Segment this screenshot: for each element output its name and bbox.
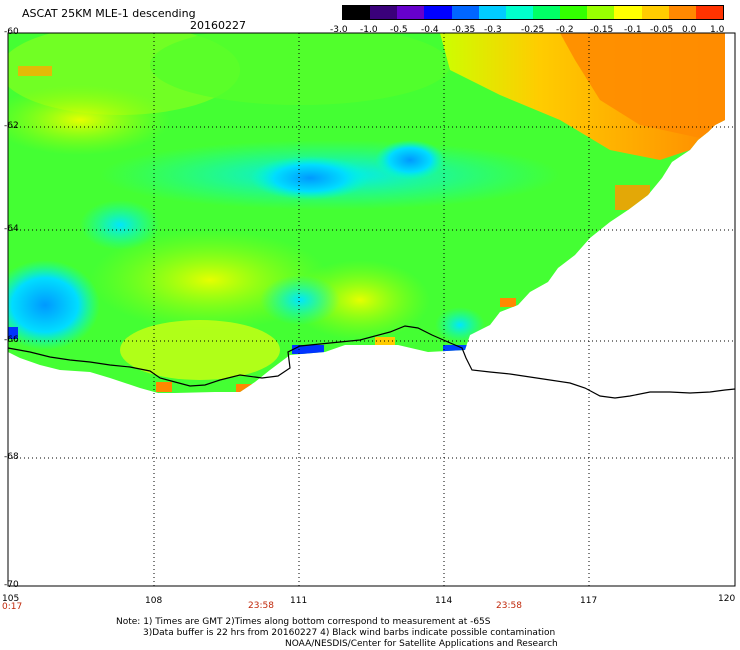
colorbar-label: -0.4 xyxy=(421,25,439,35)
lon-label: 114 xyxy=(435,596,453,606)
lon-label: 120 xyxy=(718,594,736,604)
colorbar-label: -0.15 xyxy=(590,25,614,35)
lon-label: 117 xyxy=(580,596,598,606)
wind-swath xyxy=(8,33,725,393)
time-label: 0:17 xyxy=(2,602,23,612)
colorbar-label: -0.5 xyxy=(390,25,408,35)
colorbar-label: -0.2 xyxy=(556,25,574,35)
colorbar-swatch xyxy=(614,6,642,19)
note-line-2: 3)Data buffer is 22 hrs from 20160227 4)… xyxy=(143,628,556,638)
coastline xyxy=(7,325,736,399)
colorbar-swatch xyxy=(532,6,561,19)
colorbar-swatch xyxy=(397,6,425,19)
colorbar-swatch xyxy=(370,6,398,19)
colorbar-swatch xyxy=(587,6,615,19)
colorbar-swatch xyxy=(343,6,371,19)
lat-label: -70 xyxy=(4,580,19,590)
colorbar-swatch xyxy=(478,6,506,19)
colorbar-label: 0.0 xyxy=(682,25,697,35)
colorbar-label: 1.0 xyxy=(710,25,725,35)
colorbar-swatch xyxy=(451,6,479,19)
product-date: 20160227 xyxy=(190,19,246,32)
colorbar-label: -0.05 xyxy=(650,25,674,35)
note-line-3: NOAA/NESDIS/Center for Satellite Applica… xyxy=(285,639,558,649)
graticule xyxy=(8,33,735,586)
colorbar xyxy=(342,5,724,20)
time-label: 23:58 xyxy=(248,601,274,611)
lat-label: -68 xyxy=(4,452,19,462)
colorbar-swatch xyxy=(505,6,533,19)
note-line-1: Note: 1) Times are GMT 2)Times along bot… xyxy=(116,617,491,627)
colorbar-swatch xyxy=(668,6,696,19)
colorbar-label: -0.25 xyxy=(521,25,545,35)
colorbar-swatch xyxy=(424,6,452,19)
product-title: ASCAT 25KM MLE-1 descending xyxy=(22,7,196,20)
lat-label: -62 xyxy=(4,121,19,131)
lat-label: -64 xyxy=(4,224,19,234)
colorbar-label: -1.0 xyxy=(360,25,378,35)
colorbar-swatch xyxy=(641,6,669,19)
colorbar-labels: -3.0 -1.0 -0.5 -0.4 -0.35 -0.3 -0.25 -0.… xyxy=(330,25,730,37)
colorbar-label: -3.0 xyxy=(330,25,348,35)
colorbar-label: -0.35 xyxy=(452,25,476,35)
lat-label: -60 xyxy=(4,27,19,37)
colorbar-label: -0.1 xyxy=(624,25,642,35)
lon-label: 108 xyxy=(145,596,163,606)
lat-label: -66 xyxy=(4,335,19,345)
time-label: 23:58 xyxy=(496,601,522,611)
colorbar-swatch xyxy=(560,6,588,19)
lon-label: 111 xyxy=(290,596,308,606)
colorbar-label: -0.3 xyxy=(484,25,502,35)
colorbar-swatch xyxy=(695,6,723,19)
lon-label: 105 xyxy=(2,594,20,604)
